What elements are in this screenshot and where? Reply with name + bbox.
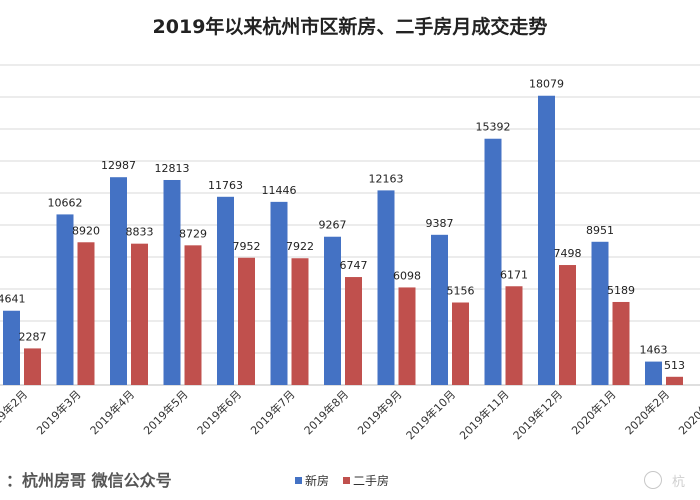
data-label-resale: 5156 [447,285,475,298]
x-tick-label: 2019年4月 [87,387,137,437]
data-label-resale: 7922 [286,240,314,253]
data-label-new: 4641 [0,293,26,306]
x-tick-label: 2020年2月 [622,387,672,437]
bar-new [163,179,181,385]
bar-new [3,310,20,385]
data-label-resale: 8920 [72,224,100,237]
data-label-resale: 7952 [233,240,261,253]
wechat-icon [644,471,662,489]
bar-resale [559,265,576,385]
x-tick-label: 2019年9月 [354,387,404,437]
data-label-resale: 8833 [126,226,154,239]
x-tick-label: 2019年8月 [301,387,351,437]
data-label-resale: 8729 [179,227,207,240]
legend-swatch-new [295,477,302,484]
data-label-resale: 6098 [393,269,421,282]
bar-new [538,95,555,386]
bar-resale [666,376,683,385]
bar-new [324,236,341,385]
x-tick-label: 2019年6月 [194,387,244,437]
chart-footer: ：杭州房哥 微信公众号 新房 二手房 杭 [0,465,700,500]
bar-new [217,196,234,385]
bar-new [110,177,127,385]
legend-item-new: 新房 [295,472,329,489]
bar-resale [131,243,148,385]
bar-resale [452,302,469,385]
bar-resale [398,287,416,385]
legend-label-new: 新房 [305,474,330,488]
x-tick-label: 2020年3月 [675,387,700,437]
legend: 新房 二手房 [295,472,389,489]
legend-item-resale: 二手房 [343,472,389,489]
x-tick-label: 2019年11月 [456,387,511,442]
source-text: ：杭州房哥 微信公众号 [6,471,172,490]
bar-resale [238,257,255,385]
watermark-text: 杭 [672,475,686,490]
bar-new [645,361,662,385]
chart-title: 2019年以来杭州市区新房、二手房月成交走势 [152,16,548,38]
bar-new [591,241,609,385]
data-label-resale: 5189 [607,284,635,297]
data-label-resale: 513 [664,359,685,372]
data-label-new: 11446 [262,184,297,197]
bar-new [431,234,448,385]
bar-new [270,201,288,385]
bar-resale [345,277,362,385]
legend-label-resale: 二手房 [353,474,390,488]
x-tick-label: 2019年12月 [510,387,565,442]
x-tick-label: 2019年2月 [0,387,30,437]
data-label-new: 12163 [369,172,404,185]
x-tick-label: 2019年3月 [33,387,83,437]
chart-area: 4641 2287 2019年2月 10662 8920 2019年3月 12987 8833… [0,60,700,460]
data-label-new: 10662 [48,196,83,209]
data-label-new: 12813 [155,162,190,175]
data-label-new: 18079 [529,78,564,91]
x-tick-label: 2019年10月 [403,387,458,442]
bar-resale [612,301,630,385]
data-label-new: 12987 [101,159,136,172]
x-tick-label: 2020年1月 [568,387,618,437]
data-label-new: 15392 [476,121,511,134]
bar-chart: 4641 2287 2019年2月 10662 8920 2019年3月 12987 8833… [0,64,700,442]
data-label-resale: 6747 [340,259,368,272]
data-label-resale: 7498 [554,247,582,260]
data-label-new: 1463 [640,344,668,357]
bar-resale [184,245,202,385]
data-label-new: 9387 [426,217,454,230]
wechat-watermark: 杭 [640,465,700,500]
data-label-resale: 6171 [500,268,528,281]
data-label-new: 9267 [319,219,347,232]
data-label-resale: 2287 [19,330,47,343]
bar-resale [24,348,41,385]
bar-new [377,190,395,385]
x-tick-label: 2019年5月 [140,387,190,437]
data-label-new: 11763 [208,179,243,192]
bar-resale [77,242,95,385]
bar-new [484,138,502,385]
bar-resale [291,258,309,385]
data-label-new: 8951 [586,224,614,237]
bar-new [56,214,74,385]
legend-swatch-resale [343,477,351,484]
x-tick-label: 2019年7月 [247,387,297,437]
bar-resale [505,286,523,385]
